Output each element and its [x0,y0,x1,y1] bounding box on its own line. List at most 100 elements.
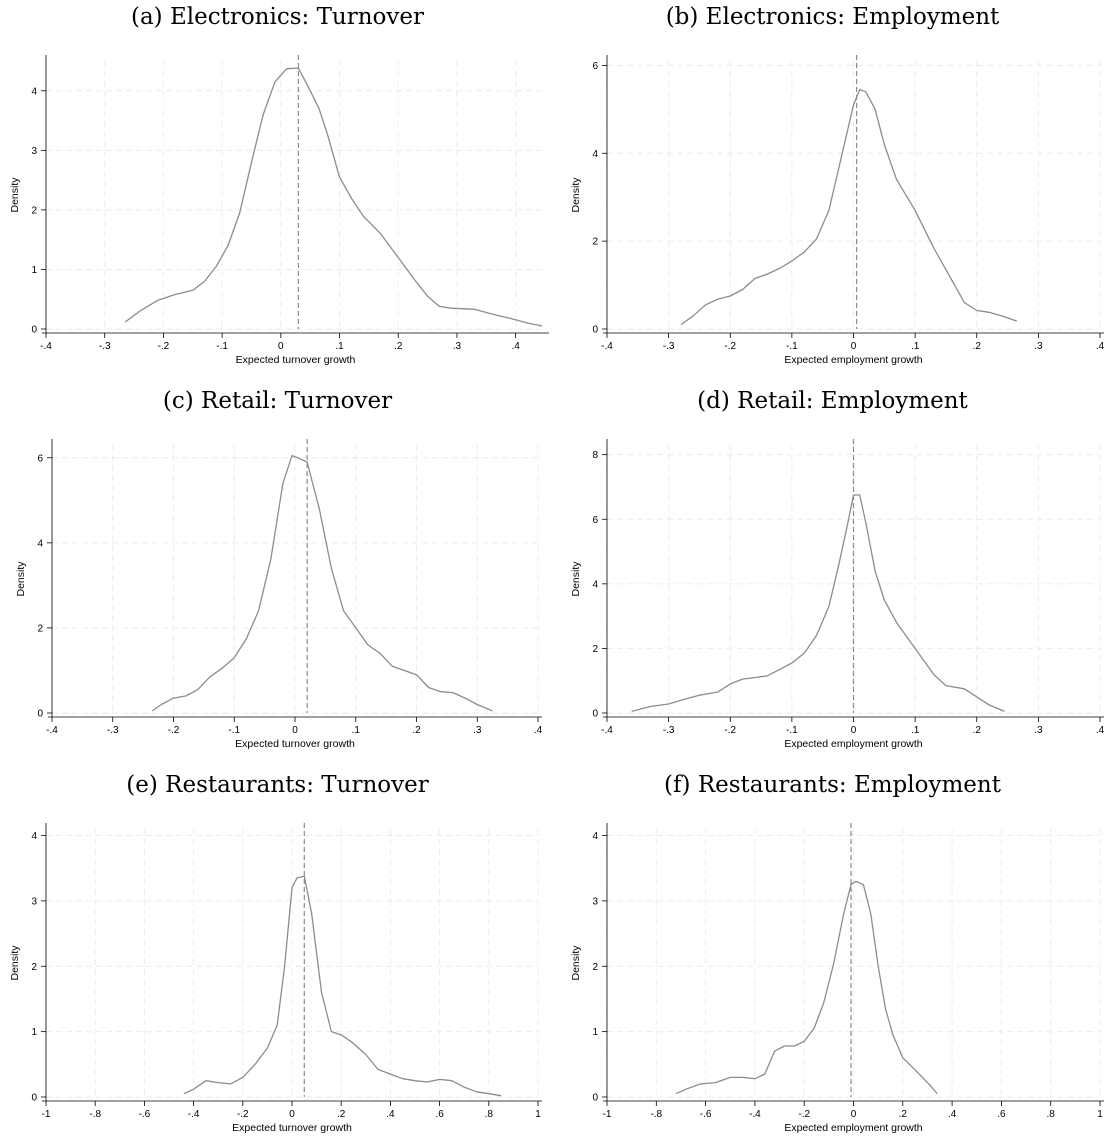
x-tick-label: -.2 [724,725,736,736]
x-tick-label: .4 [1096,341,1105,352]
panel-c: (c) Retail: Turnover -.4 -.3 -.2 -.1 0 .1 .2 .3… [0,384,555,765]
y-tick-label: 2 [37,623,43,634]
x-tick-label: -1 [603,1109,612,1120]
x-tick-label: .3 [1034,725,1043,736]
density-curve [152,456,492,711]
x-tick-label: -.3 [663,725,675,736]
panel-f-title: (f) Restaurants: Employment [555,772,1110,798]
x-tick-label: .6 [997,1109,1006,1120]
y-axis-title: Density [9,177,21,213]
x-tick-label: 0 [851,1109,857,1120]
y-tick-label: 4 [37,538,43,549]
panel-b-title: (b) Electronics: Employment [555,4,1110,30]
x-tick-label: .1 [352,725,361,736]
x-tick-label: .3 [453,341,462,352]
y-tick-label: 4 [31,831,37,842]
x-tick-label: .2 [412,725,421,736]
density-curve [184,876,501,1096]
y-tick-label: 2 [31,962,37,973]
x-tick-label: .4 [534,725,543,736]
x-axis-title: Expected turnover growth [235,738,355,750]
y-tick-label: 0 [592,1093,598,1104]
x-tick-label: .4 [1096,725,1105,736]
x-tick-label: -.4 [46,725,58,736]
panel-a: (a) Electronics: Turnover -.4 -.3 -.2 -.1 0.… [0,0,555,381]
x-tick-label: 0 [292,725,298,736]
x-tick-label: 0 [851,341,857,352]
x-tick-label: -.2 [158,341,170,352]
chart-b: -.4 -.3 -.2 -.1 0 .1 .2 .3 .4 0 2 4 6 Expected employ… [555,41,1110,381]
x-tick-label: .3 [1034,341,1043,352]
x-tick-label: -.4 [601,341,613,352]
x-tick-label: -.8 [89,1109,101,1120]
y-tick-label: 2 [31,205,37,216]
y-tick-label: 2 [592,962,598,973]
x-tick-label: .6 [435,1109,444,1120]
x-tick-label: .4 [948,1109,957,1120]
density-curve [676,881,937,1093]
x-tick-label: .2 [337,1109,346,1120]
x-tick-label: -.1 [786,341,798,352]
chart-d: -.4 -.3 -.2 -.1 0 .1 .2 .3 .4 0 2 4 6 8 Expected emplo… [555,425,1110,765]
x-tick-label: -1 [42,1109,51,1120]
y-tick-label: 3 [31,896,37,907]
x-tick-label: .2 [394,341,403,352]
density-curve [681,90,1017,325]
y-tick-label: 4 [592,579,598,590]
x-tick-label: -.2 [168,725,180,736]
y-tick-label: 1 [31,265,37,276]
panel-e-title: (e) Restaurants: Turnover [0,772,555,798]
x-tick-label: .2 [973,725,982,736]
y-tick-label: 3 [592,896,598,907]
x-tick-label: -.3 [663,341,675,352]
panel-b: (b) Electronics: Employment -.4 -.3 -.2 -.1… [555,0,1110,381]
x-tick-label: .8 [485,1109,494,1120]
density-curve [632,495,1005,711]
y-tick-label: 6 [592,515,598,526]
x-tick-label: .4 [386,1109,395,1120]
y-tick-label: 2 [592,237,598,248]
x-tick-label: -.6 [700,1109,712,1120]
x-tick-label: 0 [289,1109,295,1120]
x-tick-label: .4 [511,341,520,352]
x-tick-label: -.4 [601,725,613,736]
y-tick-label: 0 [37,709,43,720]
y-axis-title: Density [9,945,21,981]
panel-c-title: (c) Retail: Turnover [0,388,555,414]
y-tick-label: 4 [31,86,37,97]
x-axis-title: Expected employment growth [784,1122,922,1134]
x-tick-label: -.2 [798,1109,810,1120]
x-tick-label: -.4 [40,341,52,352]
y-tick-label: 0 [31,325,37,336]
panel-a-title: (a) Electronics: Turnover [0,4,555,30]
x-tick-label: -.2 [724,341,736,352]
x-tick-label: -.1 [228,725,240,736]
x-tick-label: .1 [335,341,344,352]
x-tick-label: .2 [899,1109,908,1120]
y-tick-label: 0 [592,325,598,336]
panel-e: (e) Restaurants: Turnover -1 -.8 -.6 -.4 -.2… [0,768,555,1144]
y-tick-label: 4 [592,149,598,160]
x-tick-label: -.3 [107,725,119,736]
x-tick-label: .8 [1047,1109,1056,1120]
chart-e: -1 -.8 -.6 -.4 -.2 0 .2 .4 .6 .8 1 0 1 2 3 4 Expected tu… [0,809,555,1144]
x-axis-title: Expected turnover growth [232,1122,352,1134]
y-tick-label: 2 [592,644,598,655]
x-tick-label: -.3 [99,341,111,352]
chart-c: -.4 -.3 -.2 -.1 0 .1 .2 .3 .4 0 2 4 6 Expected turnov… [0,425,555,765]
x-axis-title: Expected turnover growth [236,354,356,366]
panel-d: (d) Retail: Employment -.4 -.3 -.2 -.1 0 .1 .2… [555,384,1110,765]
y-axis-title: Density [570,945,582,981]
y-tick-label: 3 [31,146,37,157]
x-tick-label: 0 [851,725,857,736]
y-tick-label: 6 [37,453,43,464]
chart-a: -.4 -.3 -.2 -.1 0 .1 .2 .3 .4 0 1 2 3 4 Expected turno… [0,41,555,381]
y-axis-title: Density [15,561,27,597]
y-tick-label: 1 [31,1027,37,1038]
y-tick-label: 6 [592,61,598,72]
y-tick-label: 0 [592,709,598,720]
panel-f: (f) Restaurants: Employment -1 -.8 -.6 -.4-… [555,768,1110,1144]
x-tick-label: -.4 [749,1109,761,1120]
x-axis-title: Expected employment growth [784,354,922,366]
y-axis-title: Density [570,177,582,213]
